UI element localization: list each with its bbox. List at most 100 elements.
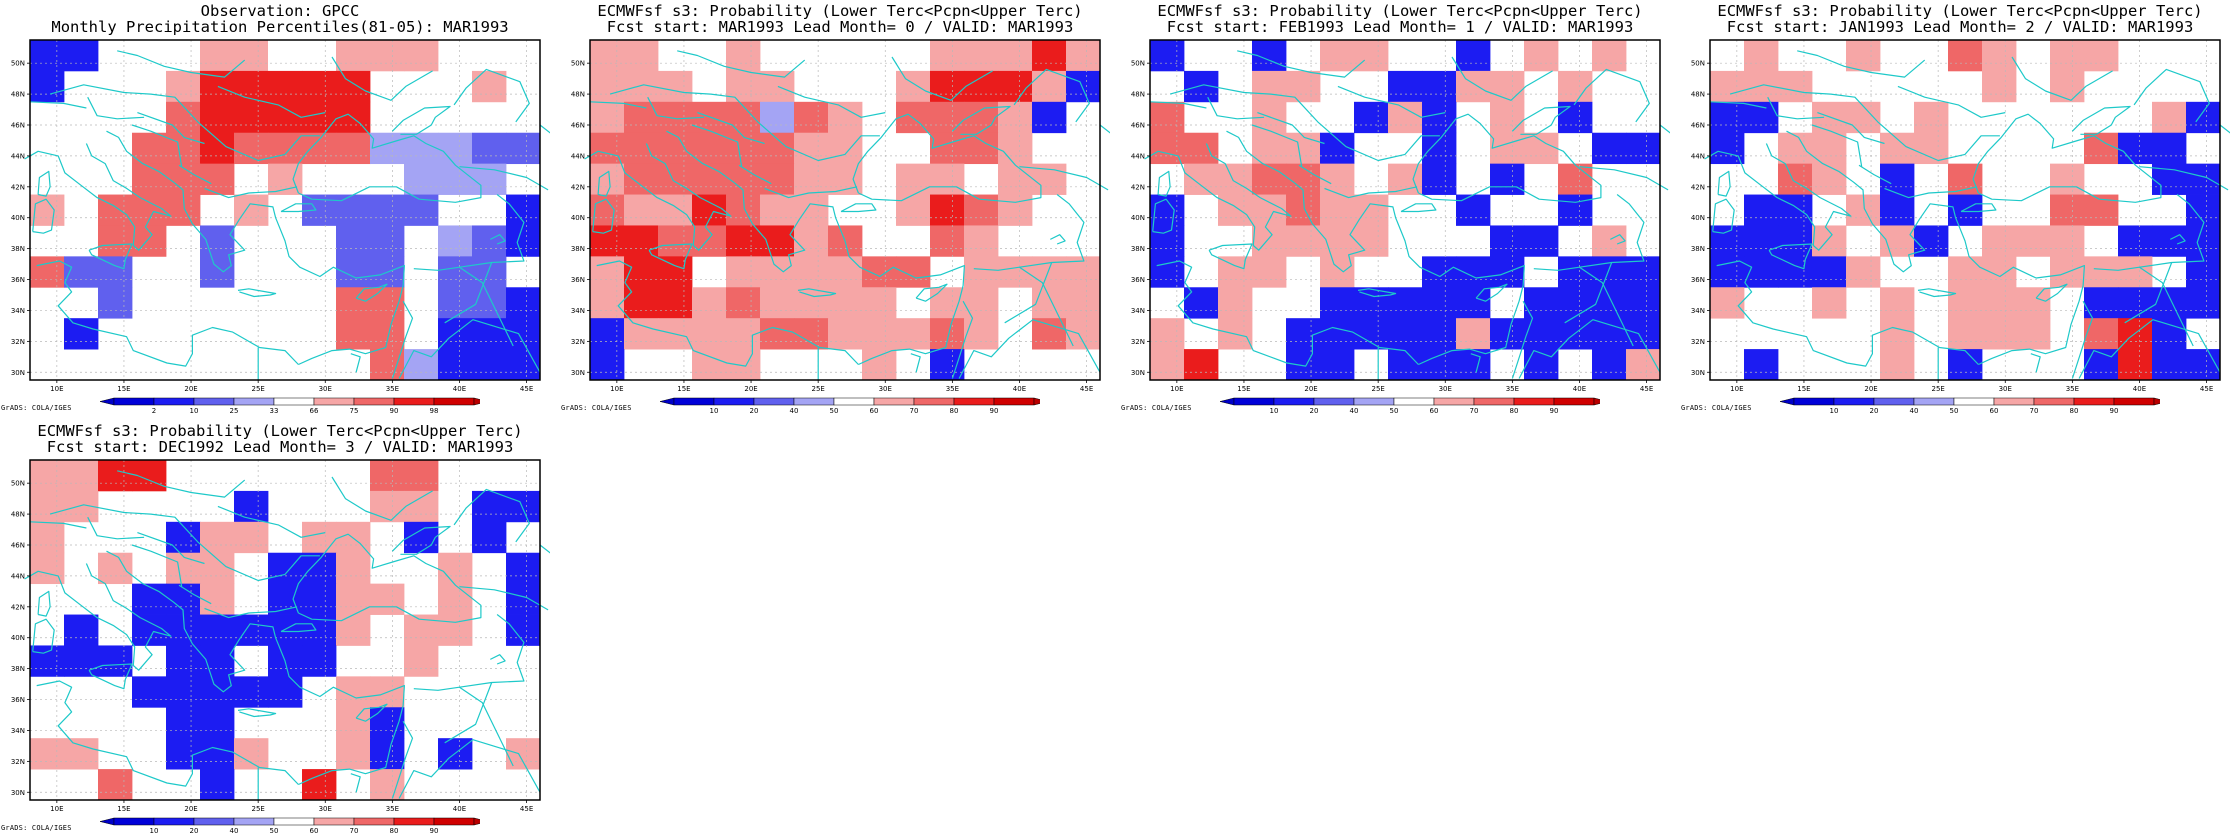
coastline — [391, 525, 451, 555]
colorbar-segment — [153, 397, 195, 406]
coastline — [1207, 96, 1265, 120]
grid-cell — [1914, 132, 1949, 165]
grid-cell — [692, 349, 727, 381]
grid-cell — [760, 163, 795, 195]
coastline — [292, 113, 482, 203]
panel-title-line1: ECMWFsf s3: Probability (Lower Terc<Pcpn… — [37, 422, 523, 440]
y-tick-label: 42N — [571, 183, 585, 191]
coastline — [29, 521, 87, 529]
grid-cell — [1150, 318, 1185, 350]
coastline — [2011, 56, 2113, 101]
colorbar-segment — [1793, 397, 1835, 406]
grid-cell — [132, 614, 167, 646]
colorbar-arrow-right — [473, 817, 480, 826]
coastlines — [584, 50, 1110, 380]
coastline — [1099, 124, 1110, 134]
colorbar: 2 10 25 33 66 75 90 98 — [100, 397, 480, 415]
coastline — [1237, 50, 1366, 78]
grid-cell — [1184, 163, 1219, 195]
grid-cell — [1880, 287, 1915, 319]
grid-cell — [590, 132, 625, 165]
colorbar-tick-label: 80 — [390, 827, 399, 835]
colorbar-tick-label: 20 — [190, 827, 199, 835]
grid-cell — [930, 132, 965, 165]
grid-cell — [1524, 318, 1559, 350]
grid-cell — [760, 225, 795, 257]
coastline — [1573, 68, 1650, 123]
grid-cell — [794, 194, 829, 226]
y-tick-label: 50N — [1691, 60, 1705, 68]
colorbar-tick-label: 75 — [350, 407, 359, 415]
panel-title-line1: ECMWFsf s3: Probability (Lower Terc<Pcpn… — [597, 2, 1083, 20]
coastline — [840, 203, 877, 213]
grid-cell — [1880, 194, 1915, 226]
map-panel-obs: Observation: GPCC Monthly Precipitation P… — [0, 0, 560, 420]
colorbar-tick-label: 90 — [2110, 407, 2119, 415]
grid-cell — [1710, 225, 1745, 257]
grid-cell — [268, 70, 303, 103]
grid-cell — [1032, 40, 1067, 72]
grid-cell — [1422, 70, 1457, 103]
x-tick-label: 10E — [50, 385, 63, 393]
y-tick-label: 42N — [11, 183, 25, 191]
coastline — [1412, 113, 1602, 203]
y-tick-label: 48N — [571, 91, 585, 99]
grid-cell — [336, 738, 371, 770]
grid-cell — [506, 132, 541, 165]
grid-cell — [2118, 132, 2153, 165]
grid-cell — [1490, 318, 1525, 350]
coastline — [539, 544, 550, 554]
y-tick-label: 32N — [1691, 338, 1705, 346]
coastline — [292, 533, 482, 623]
grid-cell — [2152, 101, 2187, 134]
coastline — [2078, 319, 2221, 379]
colorbar-segment — [153, 817, 195, 826]
colorbar-segment — [313, 817, 355, 826]
grid-cell — [2186, 287, 2221, 319]
grid-cell — [506, 225, 541, 257]
grid-cell — [1778, 256, 1813, 288]
colorbar-tick-label: 20 — [1870, 407, 1879, 415]
grid-cell — [506, 738, 541, 770]
coastline — [1013, 68, 1090, 123]
y-tick-label: 44N — [11, 572, 25, 580]
grid-cell — [1388, 70, 1423, 103]
grid-cell — [1812, 287, 1847, 319]
grid-cell — [658, 225, 693, 257]
coastline — [2071, 300, 2094, 379]
coastline — [137, 112, 205, 145]
grid-cell — [200, 769, 235, 801]
colorbar-arrow-left — [1220, 397, 1235, 406]
coastlines — [24, 470, 550, 800]
grid-cell — [896, 256, 931, 288]
grid-cell — [1184, 132, 1219, 165]
y-tick-label: 44N — [571, 152, 585, 160]
coastline — [951, 105, 1011, 135]
grid-cell — [1252, 70, 1287, 103]
grid-cell — [1982, 40, 2017, 72]
x-tick-label: 15E — [1797, 385, 1810, 393]
map-frame — [589, 39, 1101, 381]
grid-cell — [1812, 163, 1847, 195]
coastline — [237, 288, 277, 298]
grid-cell — [370, 132, 405, 165]
colorbar-segment — [233, 817, 275, 826]
coastline — [87, 516, 145, 540]
y-tick-label: 32N — [11, 758, 25, 766]
colorbar-tick-label: 40 — [1910, 407, 1919, 415]
x-tick-label: 45E — [2200, 385, 2213, 393]
colorbar-tick-label: 80 — [950, 407, 959, 415]
grid-cell — [200, 163, 235, 195]
grid-cell — [336, 614, 371, 646]
grid-cell — [1490, 132, 1525, 165]
map-frame — [29, 459, 541, 801]
grid-cell — [472, 349, 507, 381]
grid-cell — [370, 707, 405, 739]
x-tick-label: 40E — [453, 805, 466, 813]
coastline — [37, 170, 51, 197]
colorbar-tick-label: 10 — [150, 827, 159, 835]
y-tick-label: 34N — [1691, 307, 1705, 315]
x-tick-label: 45E — [1080, 385, 1093, 393]
grid-cell — [336, 132, 371, 165]
colorbar-arrow-left — [100, 397, 115, 406]
